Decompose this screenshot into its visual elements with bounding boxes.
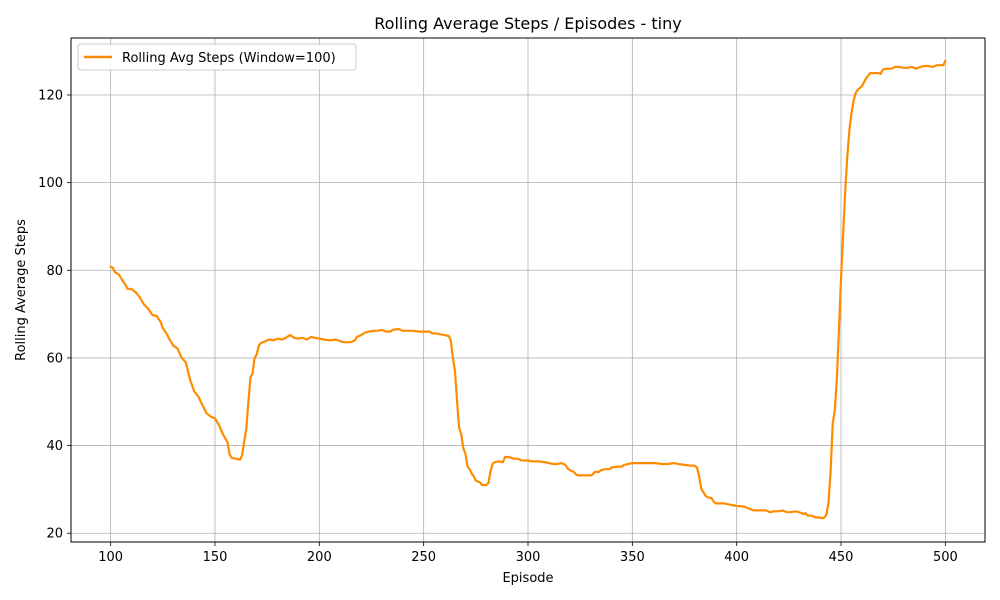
x-axis: 100 150 200 250 300 350 400 450 500	[98, 542, 958, 565]
series-line	[109, 59, 947, 520]
y-tick-label: 20	[46, 527, 63, 542]
x-tick-label: 200	[307, 550, 332, 565]
y-tick-label: 40	[46, 439, 63, 454]
x-tick-label: 250	[411, 550, 436, 565]
y-tick-label: 120	[38, 88, 63, 103]
x-axis-label: Episode	[502, 571, 553, 586]
y-tick-label: 60	[46, 351, 63, 366]
legend-label: Rolling Avg Steps (Window=100)	[122, 51, 336, 66]
y-tick-label: 80	[46, 264, 63, 279]
x-tick-label: 350	[620, 550, 645, 565]
legend: Rolling Avg Steps (Window=100)	[77, 43, 357, 71]
chart-title: Rolling Average Steps / Episodes - tiny	[374, 14, 681, 33]
x-tick-label: 100	[98, 550, 123, 565]
y-axis: 20 40 60 80 100 120	[38, 88, 71, 542]
legend-box	[77, 43, 357, 71]
y-axis-label: Rolling Average Steps	[14, 219, 29, 361]
x-tick-label: 300	[516, 550, 541, 565]
x-tick-label: 150	[203, 550, 228, 565]
series-layer	[109, 59, 947, 520]
y-tick-label: 100	[38, 176, 63, 191]
x-tick-label: 500	[933, 550, 958, 565]
x-tick-label: 400	[724, 550, 749, 565]
x-tick-label: 450	[829, 550, 854, 565]
